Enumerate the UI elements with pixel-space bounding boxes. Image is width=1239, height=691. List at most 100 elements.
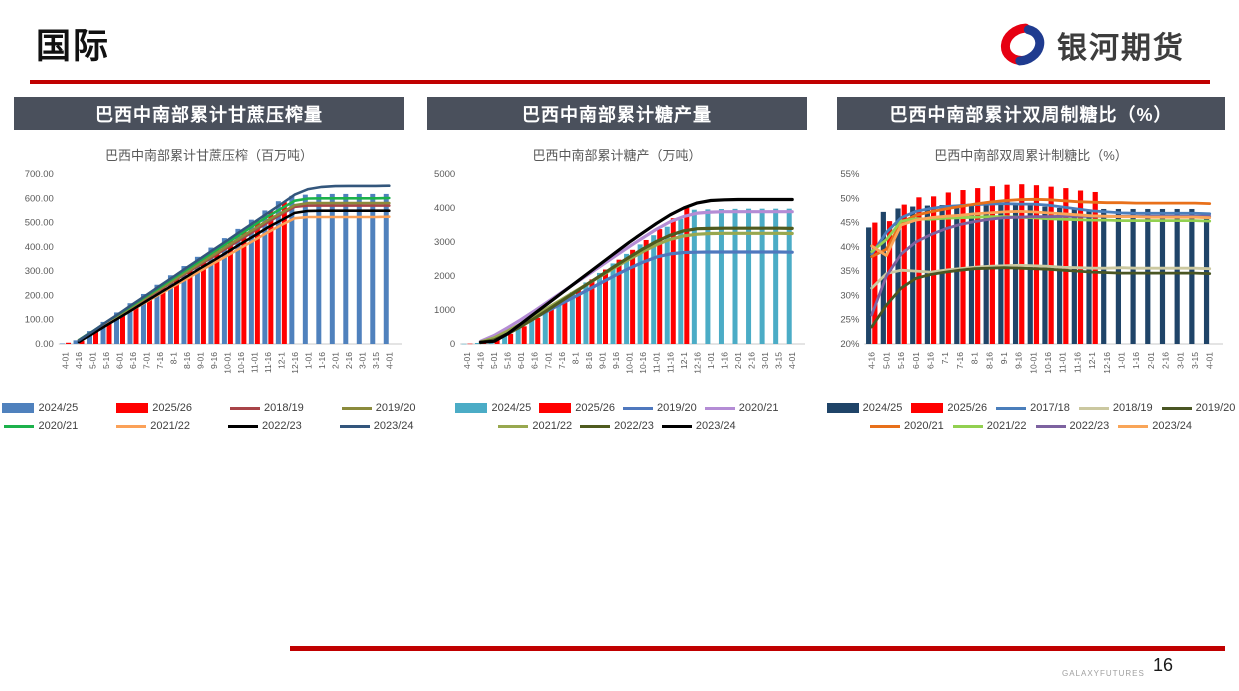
sugar-output-chart: 5000 4000 3000 2000 1000 0 4-01 4-16 5-01 5-16 6-0… — [434, 169, 805, 374]
svg-text:0: 0 — [450, 339, 455, 350]
svg-text:500.00: 500.00 — [25, 218, 54, 229]
legend-swatch — [580, 424, 611, 428]
chart-title-sugar-mix-ratio: 巴西中南部双周累计制糖比（%） — [934, 148, 1128, 163]
svg-text:6-16: 6-16 — [530, 352, 540, 369]
legend-label: 2021/22 — [986, 420, 1027, 432]
svg-text:1-01: 1-01 — [706, 352, 716, 369]
legend-swatch — [539, 403, 572, 413]
svg-text:55%: 55% — [840, 169, 860, 180]
svg-text:30%: 30% — [840, 290, 860, 301]
svg-text:12-1: 12-1 — [679, 352, 689, 369]
chart-title-sugar-output: 巴西中南部累计糖产（万吨） — [532, 148, 702, 163]
legend-swatch — [230, 406, 260, 410]
legend-swatch — [339, 424, 370, 428]
svg-text:400.00: 400.00 — [25, 242, 54, 253]
legend-label: 2025/26 — [152, 402, 192, 414]
legend-label: 2023/24 — [373, 420, 414, 432]
svg-text:10-01: 10-01 — [1028, 352, 1038, 374]
legend-row: 2024/25 2025/26 2017/18 2018/19 2019/20 — [826, 402, 1235, 414]
legend-item-2022-23: 2022/23 — [1035, 420, 1109, 432]
legend-item-2021-22: 2021/22 — [116, 420, 190, 432]
legend-label: 2020/21 — [738, 402, 779, 414]
svg-text:11-16: 11-16 — [263, 352, 273, 373]
svg-text:11-16: 11-16 — [1072, 352, 1082, 373]
legend-row: 2024/25 2025/26 2018/19 2019/20 — [2, 402, 416, 414]
panel-header-label: 巴西中南部累计双周制糖比（%） — [889, 104, 1173, 125]
legend-item-2024-25: 2024/25 — [826, 402, 902, 414]
svg-text:4-01: 4-01 — [462, 352, 472, 369]
svg-text:0.00: 0.00 — [35, 339, 54, 350]
svg-text:600.00: 600.00 — [25, 193, 54, 204]
svg-text:4-16: 4-16 — [867, 352, 877, 369]
legend-swatch — [996, 406, 1027, 410]
legend-label: 2019/20 — [375, 402, 416, 414]
legend-swatch — [116, 424, 147, 428]
legend-item-2021-22: 2021/22 — [498, 420, 572, 432]
legend-label: 2020/21 — [38, 420, 79, 432]
svg-text:11-16: 11-16 — [665, 352, 675, 373]
legend-swatch — [661, 424, 692, 428]
svg-text:25%: 25% — [840, 315, 860, 326]
legend-item-2020-21: 2020/21 — [4, 420, 78, 432]
svg-text:6-01: 6-01 — [516, 352, 526, 369]
legend-swatch — [826, 403, 859, 413]
legend-label: 2018/19 — [264, 402, 304, 414]
legend-label: 2020/21 — [903, 420, 944, 432]
svg-text:4-01: 4-01 — [384, 352, 394, 369]
legend-swatch — [1078, 406, 1109, 410]
galaxy-swirl-icon — [1000, 23, 1045, 66]
svg-text:9-16: 9-16 — [209, 352, 219, 369]
legend-item-2025-26: 2025/26 — [116, 402, 192, 414]
svg-text:6-16: 6-16 — [128, 352, 138, 369]
svg-text:12-1: 12-1 — [1087, 352, 1097, 369]
svg-text:3-15: 3-15 — [1190, 352, 1200, 369]
page-title: 国际 — [36, 27, 111, 66]
svg-text:1-01: 1-01 — [1117, 352, 1127, 369]
legend-item-2018-19: 2018/19 — [1078, 402, 1153, 414]
legend-row: 2020/21 2021/22 2022/23 2023/24 — [837, 420, 1225, 432]
svg-text:5-01: 5-01 — [489, 352, 499, 369]
svg-text:9-01: 9-01 — [195, 352, 205, 369]
legend-item-2022-23: 2022/23 — [580, 420, 654, 432]
legend-item-2017-18: 2017/18 — [996, 402, 1070, 414]
svg-text:10-01: 10-01 — [625, 352, 635, 374]
panel-header-cane-crush: 巴西中南部累计甘蔗压榨量 — [14, 97, 404, 130]
sugar-mix-ratio-chart: 55% 50% 45% 40% 35% 30% 25% 20% 4-16 5-01 5-16 6-01… — [840, 169, 1223, 374]
legend-item-2023-24: 2023/24 — [1118, 420, 1192, 432]
legend-item-2020-21: 2020/21 — [704, 402, 779, 414]
svg-text:50%: 50% — [840, 193, 860, 204]
page-number: 16 — [1153, 655, 1174, 675]
legend-row: 2024/25 2025/26 2019/20 2020/21 — [427, 402, 807, 414]
legend-label: 2021/22 — [532, 420, 573, 432]
legend-label: 2024/25 — [491, 402, 532, 414]
svg-text:12-16: 12-16 — [692, 352, 702, 374]
legend-item-2025-26: 2025/26 — [539, 402, 615, 414]
svg-text:9-16: 9-16 — [611, 352, 621, 369]
svg-text:8-16: 8-16 — [182, 352, 192, 369]
svg-text:7-01: 7-01 — [141, 352, 151, 369]
svg-text:8-1: 8-1 — [168, 352, 178, 365]
panel-header-label: 巴西中南部累计甘蔗压榨量 — [95, 104, 323, 125]
footer-divider — [290, 646, 1225, 651]
legend-label: 2025/26 — [575, 402, 615, 414]
svg-text:35%: 35% — [840, 266, 860, 277]
svg-text:700.00: 700.00 — [25, 169, 54, 180]
panel-sugar-output: 巴西中南部累计糖产量 巴西中南部累计糖产（万吨） 5000 4000 3000 200… — [427, 97, 807, 432]
svg-text:40%: 40% — [840, 242, 860, 253]
svg-text:6-16: 6-16 — [926, 352, 936, 369]
svg-text:1-16: 1-16 — [1131, 352, 1141, 369]
legend-swatch — [2, 403, 35, 413]
legend-swatch — [911, 403, 944, 413]
svg-text:200.00: 200.00 — [25, 290, 54, 301]
legend-swatch — [623, 406, 653, 410]
legend-label: 2024/25 — [38, 402, 79, 414]
svg-text:4-16: 4-16 — [476, 352, 486, 369]
svg-text:1000: 1000 — [434, 305, 455, 316]
svg-text:5-01: 5-01 — [881, 352, 891, 369]
title-divider — [30, 80, 1210, 84]
legend-label: 2021/22 — [150, 420, 190, 432]
svg-text:2-16: 2-16 — [344, 352, 354, 369]
panel-header-sugar-mix-ratio: 巴西中南部累计双周制糖比（%） — [837, 97, 1225, 130]
legend-label: 2019/20 — [657, 402, 697, 414]
svg-text:4-01: 4-01 — [1205, 352, 1215, 369]
